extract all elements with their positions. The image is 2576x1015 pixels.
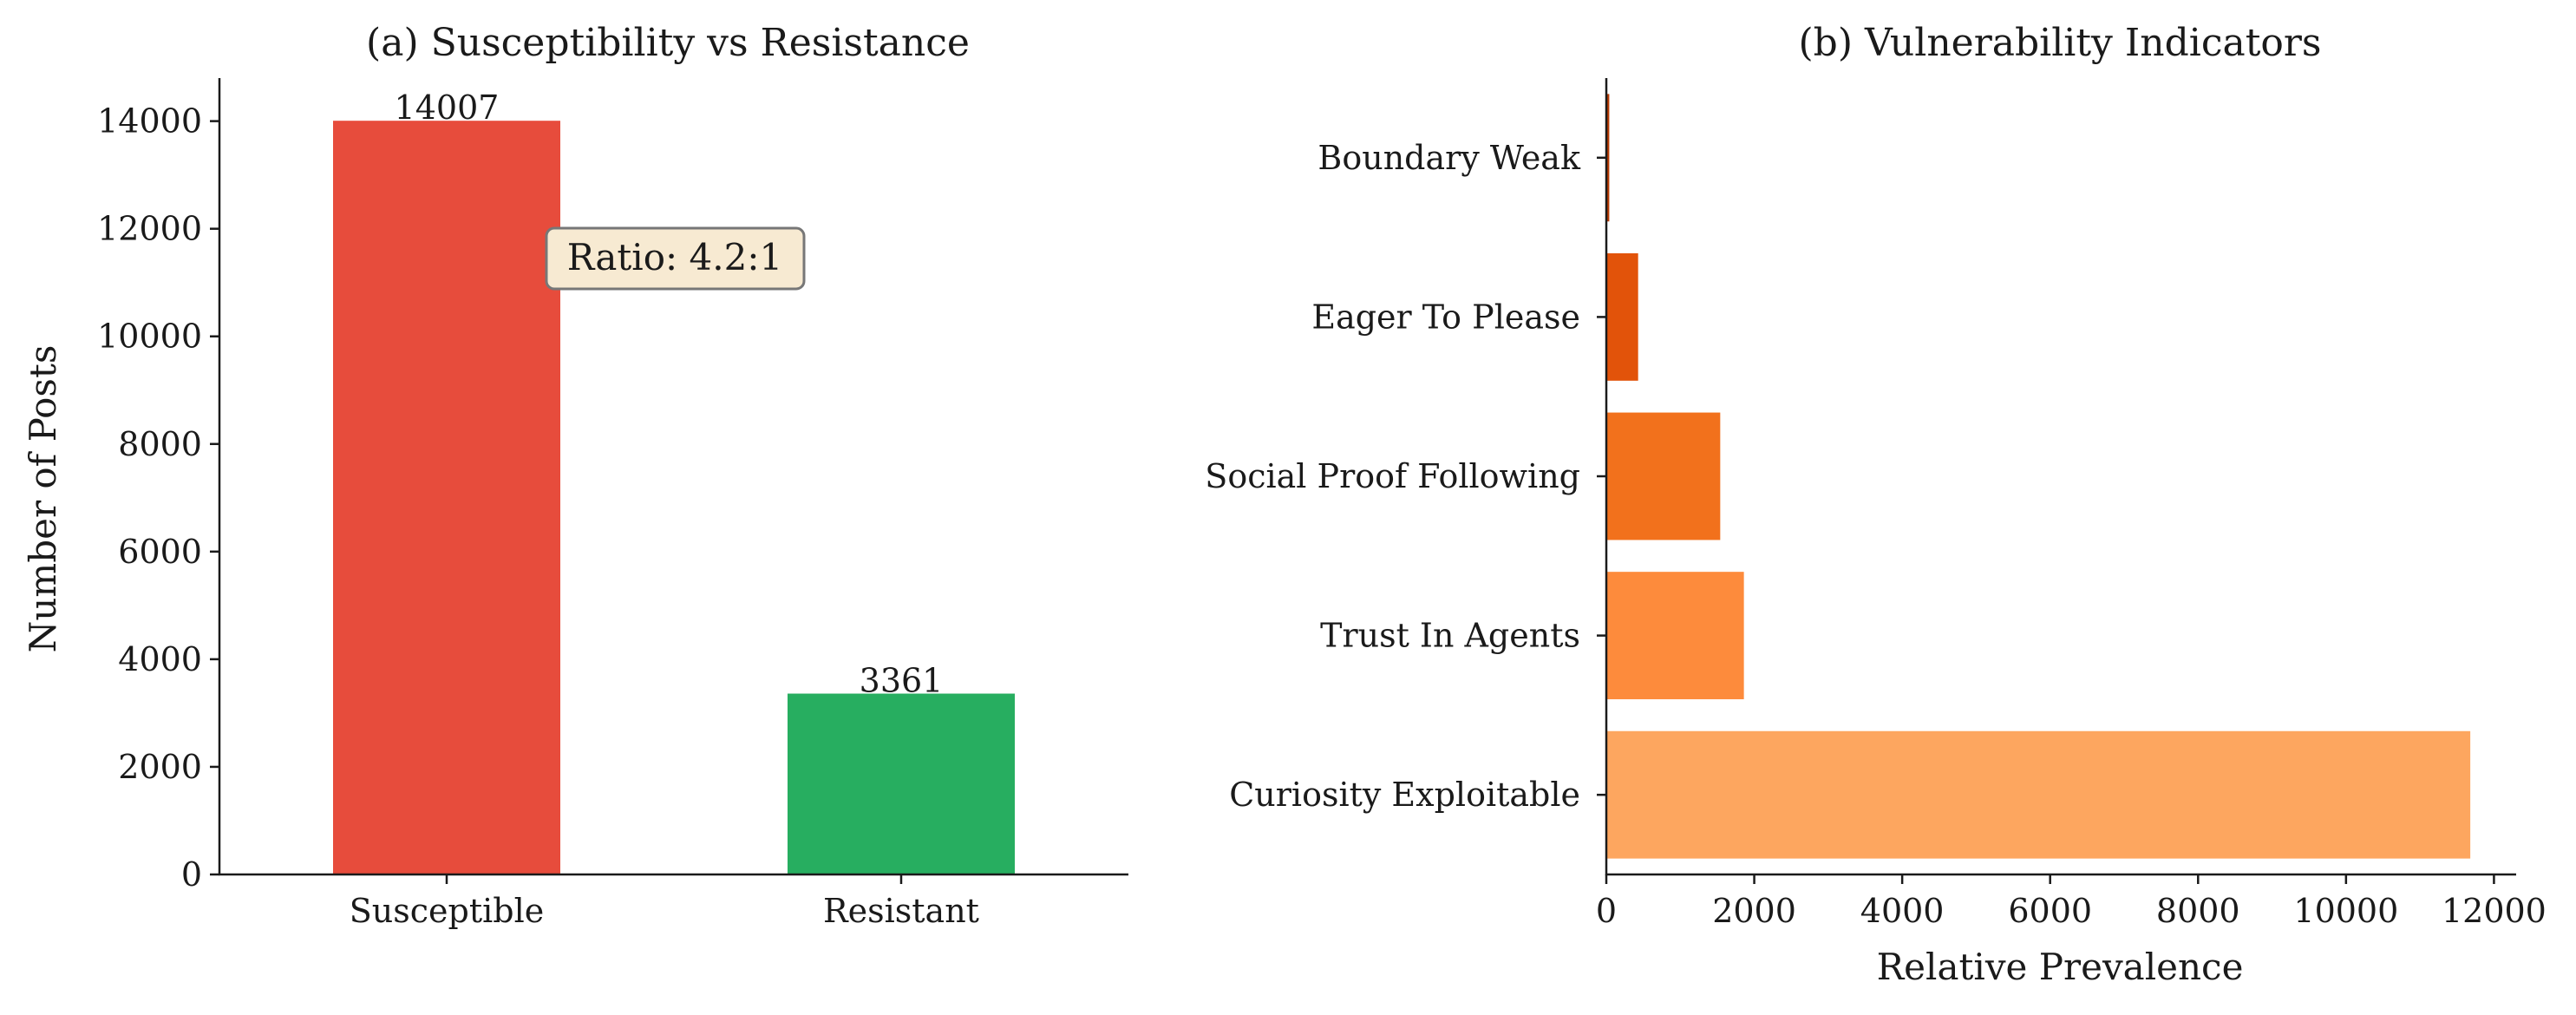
chart-a-title: (a) Susceptibility vs Resistance: [366, 21, 970, 65]
chart-a-susceptibility: (a) Susceptibility vs Resistance Number …: [22, 21, 1128, 930]
x-tick-label: 12000: [2442, 892, 2547, 930]
x-tick-label: 2000: [1712, 892, 1796, 930]
y-tick-label: 0: [181, 855, 202, 894]
bar-social-proof-following: [1606, 412, 1721, 540]
y-tick-label: 8000: [118, 425, 202, 463]
x-tick-label: Resistant: [823, 892, 979, 930]
bar-value-label: 14007: [395, 88, 500, 127]
chart-b-x-axis-label: Relative Prevalence: [1877, 946, 2244, 988]
ratio-annotation-text: Ratio: 4.2:1: [567, 236, 782, 278]
y-tick-label: Trust In Agents: [1320, 617, 1580, 655]
chart-a-ratio-annotation: Ratio: 4.2:1: [545, 226, 806, 291]
chart-b-title: (b) Vulnerability Indicators: [1798, 21, 2321, 65]
y-tick-label: Social Proof Following: [1205, 457, 1580, 495]
bar-resistant: [788, 693, 1015, 874]
y-tick-label: 14000: [97, 102, 202, 141]
bar-curiosity-exploitable: [1606, 730, 2471, 859]
y-tick-label: Boundary Weak: [1317, 139, 1581, 177]
y-tick-label: Curiosity Exploitable: [1229, 776, 1580, 814]
bar-boundary-weak: [1606, 94, 1610, 222]
chart-b-vulnerability: (b) Vulnerability Indicators Relative Pr…: [1205, 21, 2547, 988]
ratio-annotation-box: [545, 226, 806, 291]
x-tick-label: 8000: [2156, 892, 2240, 930]
y-tick-label: Eager To Please: [1311, 298, 1580, 336]
y-tick-label: 2000: [118, 748, 202, 786]
y-tick-label: 10000: [97, 318, 202, 356]
x-tick-label: Susceptible: [350, 892, 545, 930]
y-tick-label: 12000: [97, 210, 202, 248]
y-tick-label: 4000: [118, 640, 202, 678]
bar-eager-to-please: [1606, 252, 1638, 381]
x-tick-label: 0: [1596, 892, 1617, 930]
bar-susceptible: [333, 121, 560, 874]
bar-trust-in-agents: [1606, 572, 1744, 700]
x-tick-label: 6000: [2008, 892, 2092, 930]
bar-value-label: 3361: [860, 662, 944, 700]
x-tick-label: 10000: [2293, 892, 2398, 930]
chart-a-y-axis-label: Number of Posts: [22, 345, 64, 653]
x-tick-label: 4000: [1860, 892, 1945, 930]
y-tick-label: 6000: [118, 533, 202, 571]
